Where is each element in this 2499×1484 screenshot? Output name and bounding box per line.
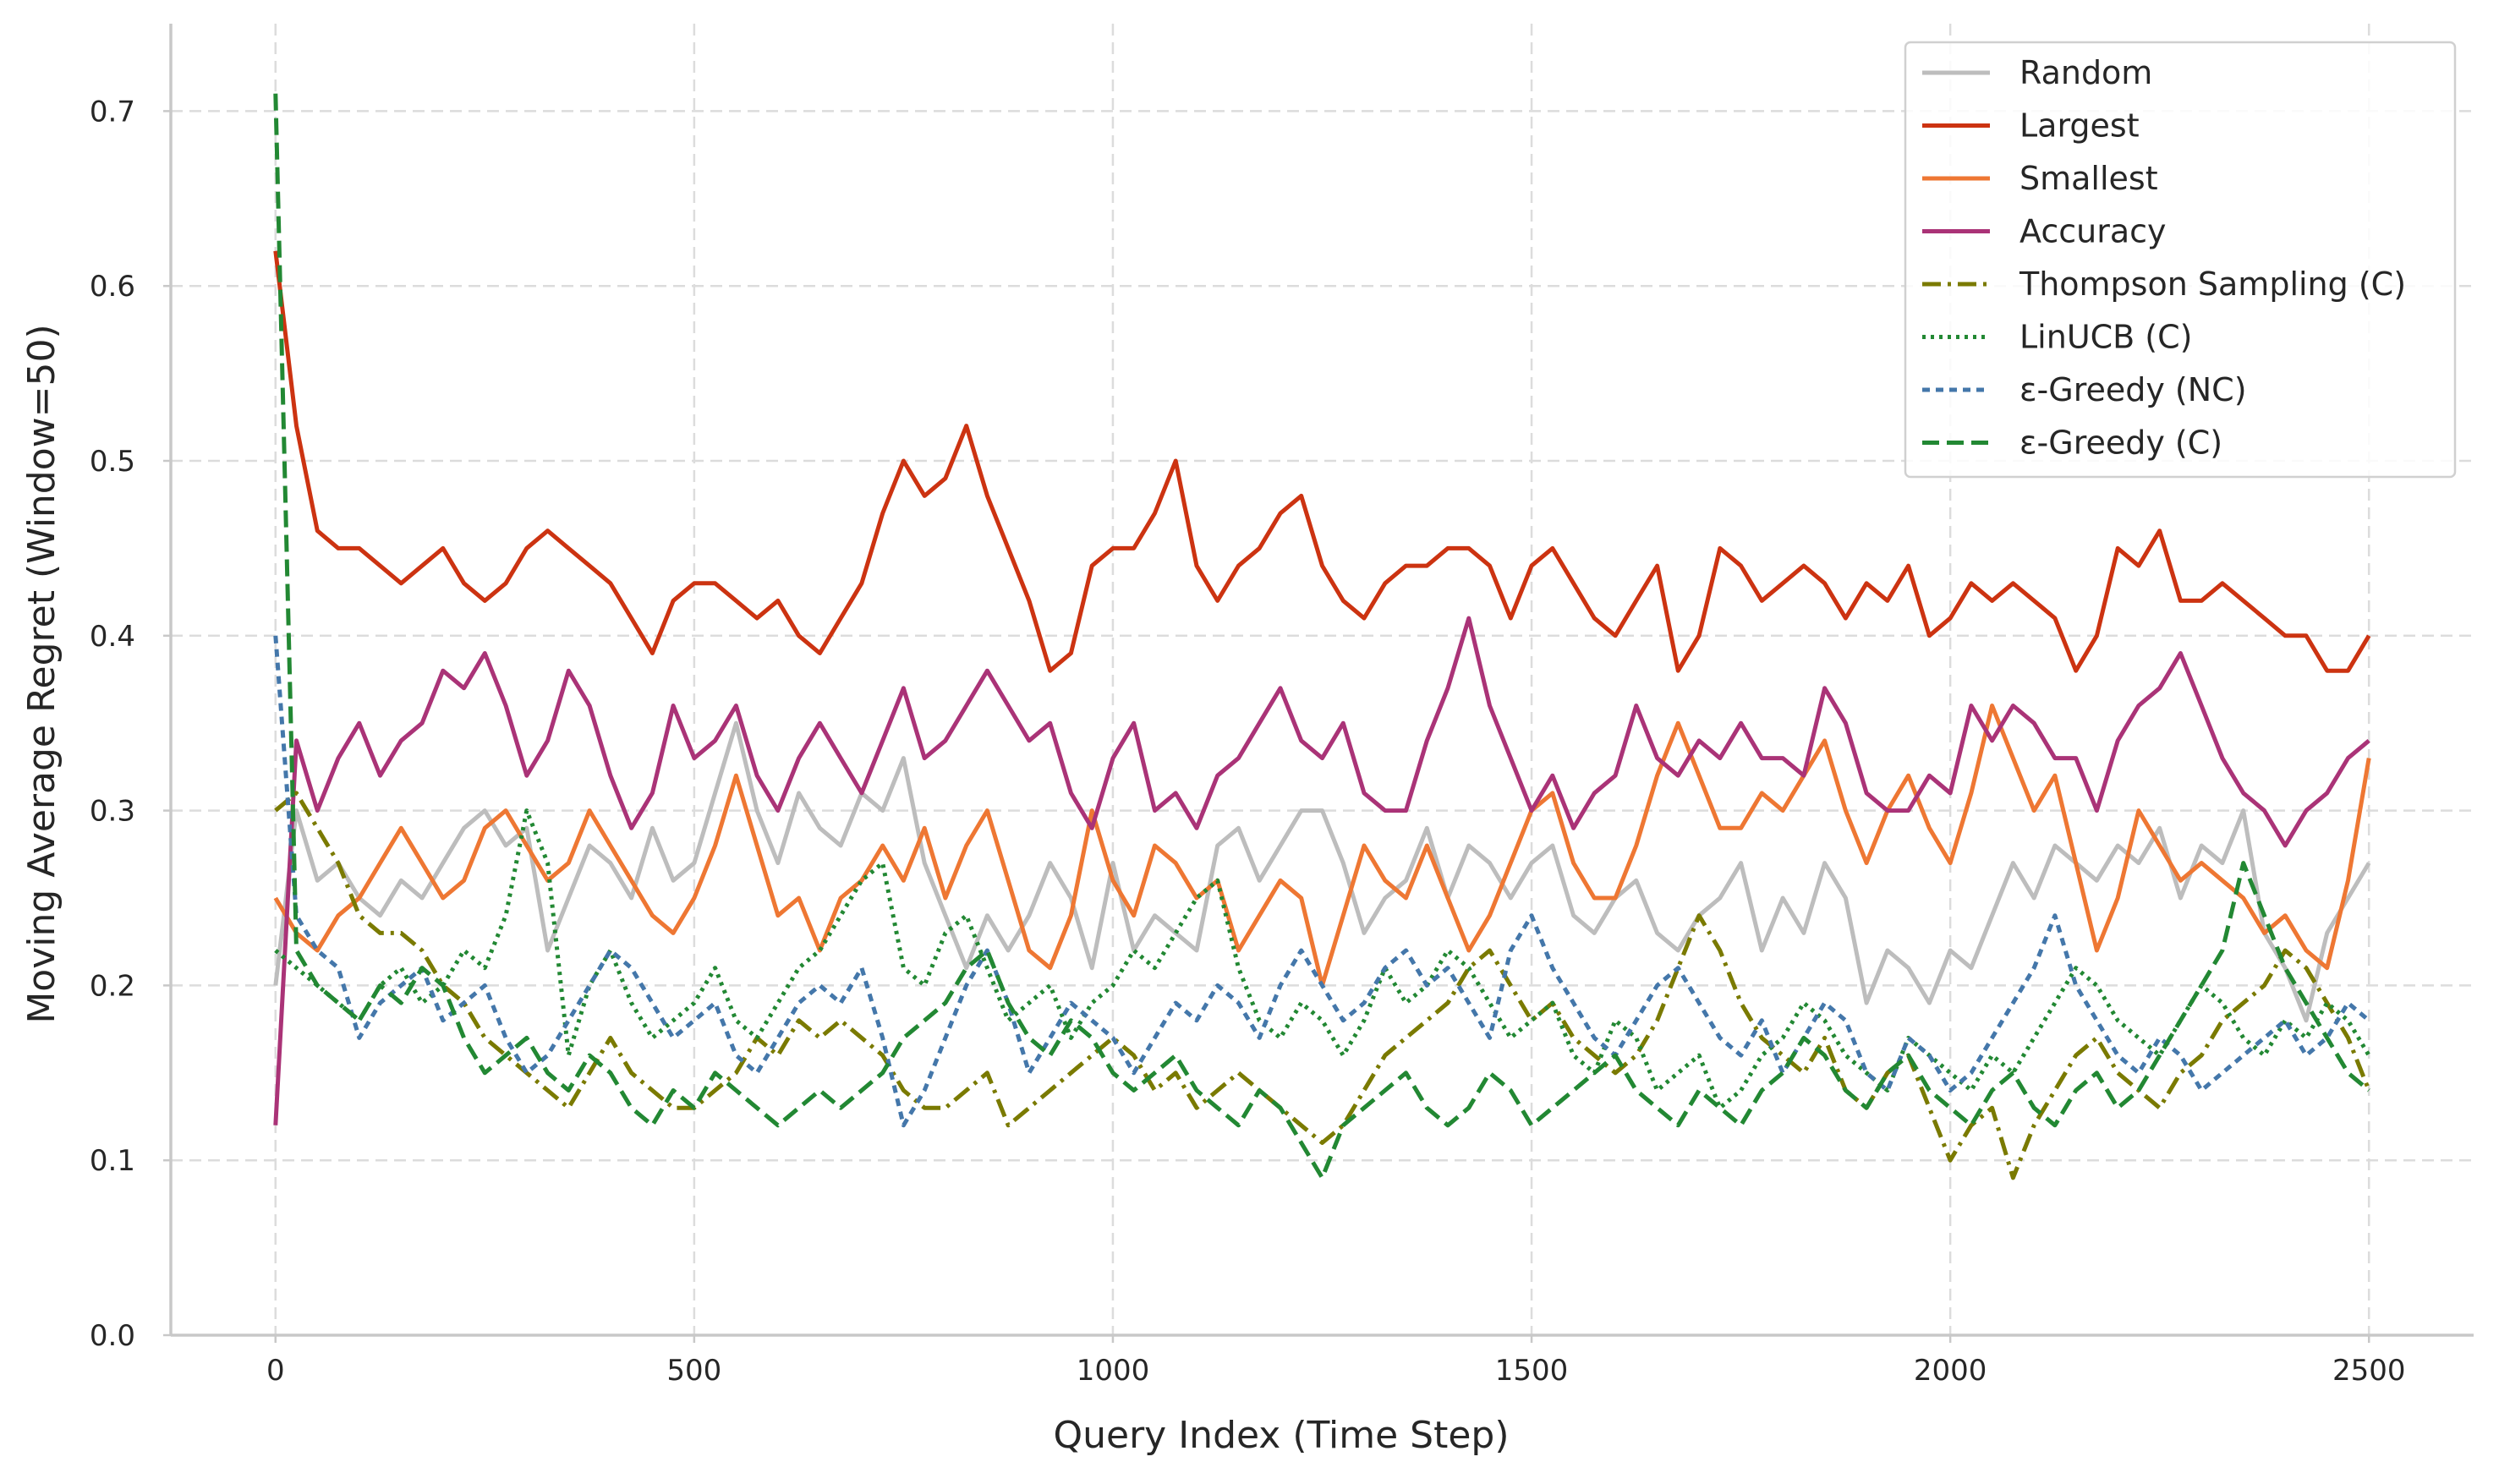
legend-label-6: ε-Greedy (NC) bbox=[2019, 371, 2247, 408]
series-line-0 bbox=[273, 720, 2371, 1023]
y-tick-label-2: 0.2 bbox=[90, 969, 135, 1003]
tick-labels: 0 500 1000 1500 2000 2500 0.0 0.1 0.2 0.3 0.4 0.5 0.… bbox=[90, 95, 2406, 1388]
x-tick-label-2: 1000 bbox=[1077, 1354, 1150, 1388]
y-tick-label-0: 0.0 bbox=[90, 1319, 135, 1353]
series-line-4 bbox=[274, 791, 2371, 1180]
y-tick-label-3: 0.3 bbox=[90, 795, 135, 829]
legend-label-3: Accuracy bbox=[2019, 213, 2167, 250]
legend-label-0: Random bbox=[2019, 54, 2152, 91]
y-tick-label-6: 0.6 bbox=[90, 270, 135, 304]
y-tick-label-4: 0.4 bbox=[90, 620, 135, 654]
legend: Random Largest Smallest Accuracy Thompson Sa… bbox=[1904, 41, 2457, 479]
x-tick-label-5: 2500 bbox=[2332, 1354, 2406, 1388]
y-tick-label-5: 0.5 bbox=[90, 445, 135, 479]
legend-label-4: Thompson Sampling (C) bbox=[2019, 266, 2406, 303]
legend-label-2: Smallest bbox=[2019, 160, 2158, 197]
y-tick-label-1: 0.1 bbox=[90, 1144, 135, 1178]
legend-label-5: LinUCB (C) bbox=[2019, 319, 2193, 356]
x-tick-label-1: 500 bbox=[666, 1354, 721, 1388]
axes bbox=[169, 24, 2474, 1337]
legend-box bbox=[1904, 41, 2457, 479]
x-tick-label-0: 0 bbox=[266, 1354, 285, 1388]
y-tick-label-7: 0.7 bbox=[90, 95, 135, 129]
series-line-5 bbox=[274, 808, 2371, 1110]
y-axis-label: Moving Average Regret (Window=50) bbox=[20, 324, 63, 1023]
series-line-7 bbox=[273, 93, 2370, 1180]
series-lines bbox=[273, 93, 2371, 1180]
legend-label-1: Largest bbox=[2019, 107, 2140, 145]
x-tick-label-4: 2000 bbox=[1914, 1354, 1987, 1388]
x-tick-label-3: 1500 bbox=[1495, 1354, 1569, 1388]
series-line-1 bbox=[273, 250, 2371, 673]
series-line-6 bbox=[273, 635, 2370, 1128]
series-line-3 bbox=[273, 616, 2370, 1125]
x-axis-label: Query Index (Time Step) bbox=[1054, 1414, 1510, 1457]
legend-label-7: ε-Greedy (C) bbox=[2019, 424, 2222, 462]
